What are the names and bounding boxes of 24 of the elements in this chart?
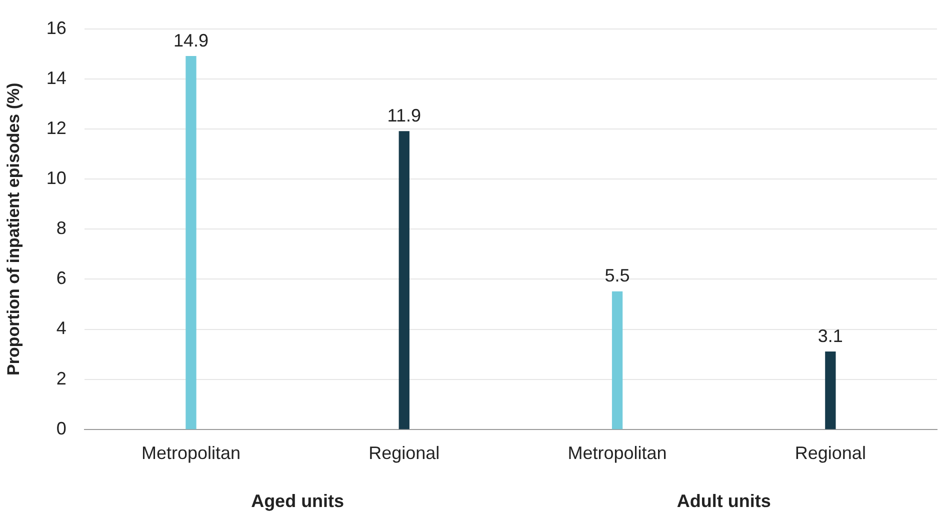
y-tick-label: 0	[56, 418, 66, 438]
bar	[825, 351, 836, 430]
y-tick-label: 8	[56, 218, 66, 238]
x-tick-label: Regional	[794, 443, 866, 464]
y-tick-label: 10	[46, 168, 66, 188]
data-label: 3.1	[818, 326, 843, 346]
y-tick-label: 16	[46, 18, 66, 38]
data-label: 14.9	[173, 30, 209, 50]
y-axis-title: Proportion of inpatient episodes (%)	[4, 82, 23, 376]
y-tick-label: 6	[56, 268, 66, 288]
y-tick-label: 14	[46, 68, 66, 88]
text: Aged units	[251, 491, 344, 511]
y-tick-label: 2	[56, 368, 66, 388]
x-tick-label: Metropolitan	[141, 443, 241, 464]
data-label: 5.5	[604, 266, 630, 286]
x-tick-label: Regional	[368, 443, 440, 464]
bar	[186, 56, 196, 430]
bar	[398, 131, 410, 430]
text: Adult units	[676, 491, 771, 511]
y-tick-label: 4	[56, 318, 66, 338]
x-tick-label: Metropolitan	[568, 443, 667, 464]
data-label: 11.9	[387, 105, 421, 126]
y-tick-label: 12	[46, 118, 66, 138]
bar	[612, 291, 623, 430]
